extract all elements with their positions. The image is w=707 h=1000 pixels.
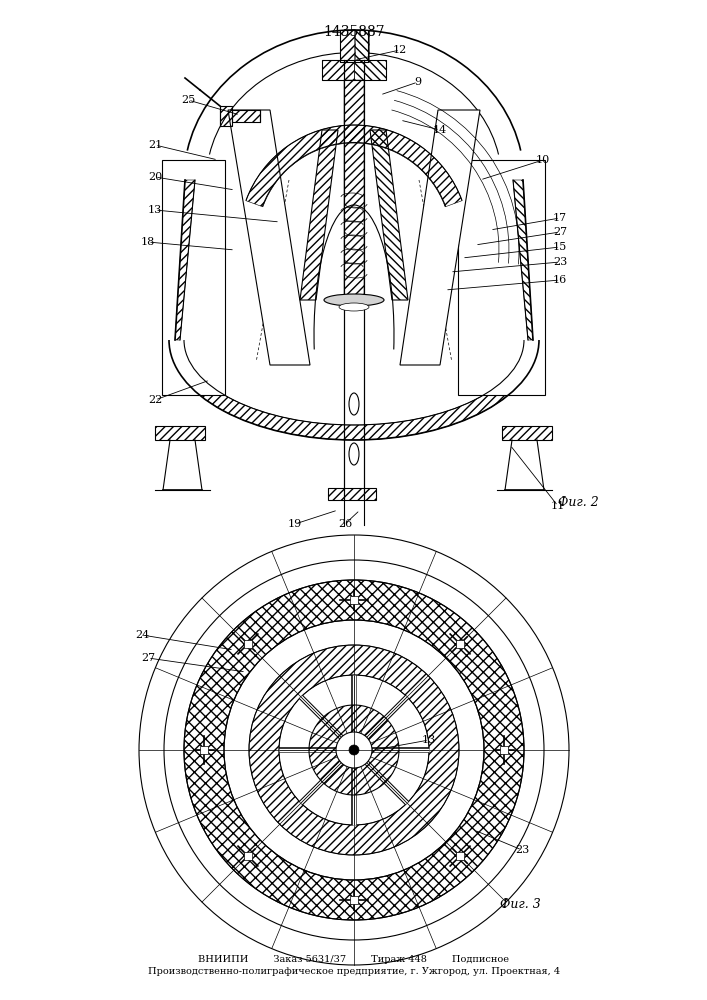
- Text: 9: 9: [414, 77, 421, 87]
- Text: 16: 16: [553, 275, 567, 285]
- Text: 18: 18: [141, 237, 155, 247]
- Bar: [244, 640, 252, 648]
- Polygon shape: [228, 110, 310, 365]
- Text: 10: 10: [536, 155, 550, 165]
- Text: 23: 23: [553, 257, 567, 267]
- Polygon shape: [400, 110, 480, 365]
- Text: 19: 19: [288, 519, 302, 529]
- Bar: [456, 852, 464, 860]
- Text: ВНИИПИ        Заказ 5631/37        Тираж 448        Подписное: ВНИИПИ Заказ 5631/37 Тираж 448 Подписное: [199, 956, 510, 964]
- Bar: [344, 80, 364, 300]
- Ellipse shape: [324, 294, 384, 306]
- Polygon shape: [458, 160, 545, 395]
- Text: 15: 15: [553, 242, 567, 252]
- Text: 17: 17: [553, 213, 567, 223]
- Bar: [350, 896, 358, 904]
- Bar: [350, 596, 358, 604]
- Text: 24: 24: [135, 630, 149, 640]
- Text: 27: 27: [141, 653, 155, 663]
- Text: 25: 25: [181, 95, 195, 105]
- Bar: [344, 80, 364, 300]
- Bar: [322, 60, 354, 80]
- Text: 14: 14: [433, 125, 447, 135]
- Bar: [200, 746, 208, 754]
- Text: Фиг. 2: Фиг. 2: [558, 495, 599, 508]
- Text: 13: 13: [148, 205, 162, 215]
- Text: 20: 20: [148, 172, 162, 182]
- Circle shape: [349, 745, 359, 755]
- Ellipse shape: [339, 303, 369, 311]
- Text: 26: 26: [338, 519, 352, 529]
- Text: 27: 27: [553, 227, 567, 237]
- Bar: [220, 106, 232, 126]
- Ellipse shape: [349, 443, 359, 465]
- Bar: [322, 60, 386, 80]
- Text: 23: 23: [515, 845, 529, 855]
- Bar: [328, 488, 376, 500]
- Bar: [502, 426, 552, 440]
- Text: 11: 11: [551, 501, 565, 511]
- Bar: [354, 30, 369, 62]
- Text: 22: 22: [148, 395, 162, 405]
- Bar: [244, 852, 252, 860]
- Bar: [456, 640, 464, 648]
- Bar: [232, 110, 260, 122]
- Text: 12: 12: [393, 45, 407, 55]
- Text: Производственно-полиграфическое предприятие, г. Ужгород, ул. Проектная, 4: Производственно-полиграфическое предприя…: [148, 968, 560, 976]
- Text: Фиг. 3: Фиг. 3: [500, 898, 541, 912]
- Bar: [340, 30, 355, 62]
- Polygon shape: [162, 160, 225, 395]
- Circle shape: [336, 732, 372, 768]
- Bar: [155, 426, 205, 440]
- Text: 1435887: 1435887: [323, 25, 385, 39]
- Bar: [340, 30, 368, 62]
- Bar: [354, 60, 386, 80]
- Text: 21: 21: [148, 140, 162, 150]
- Ellipse shape: [349, 393, 359, 415]
- Bar: [500, 746, 508, 754]
- Text: 13: 13: [422, 735, 436, 745]
